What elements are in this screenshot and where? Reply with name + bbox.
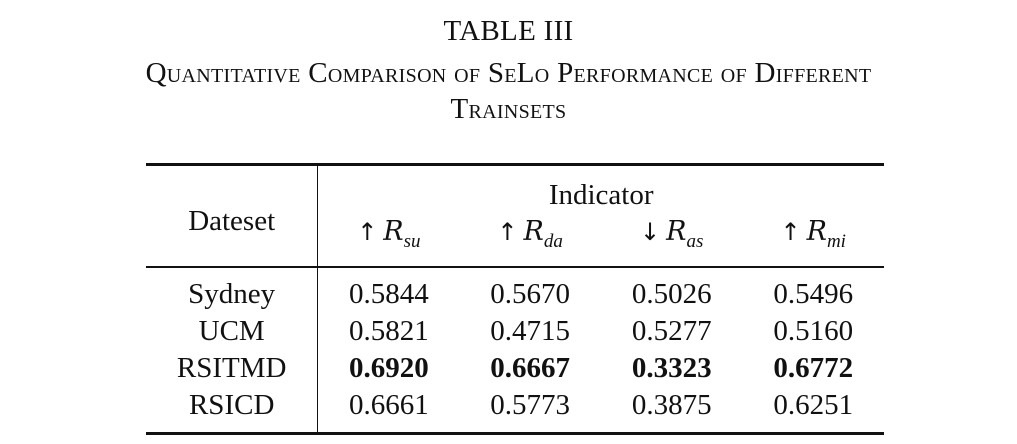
metric-subscript: as [686, 231, 704, 252]
value-cell-best: 0.6920 [349, 352, 429, 384]
value-cell: 0.5277 [631, 315, 712, 347]
up-arrow-icon: ↑ [357, 218, 378, 246]
value-cell: 0.5821 [349, 315, 429, 347]
dataset-name: RSICD [146, 387, 319, 434]
table-caption-line1: Quantitative Comparison of SeLo Performa… [145, 57, 872, 89]
value-cell: 0.5160 [773, 315, 854, 347]
table-caption-line2: Trainsets [450, 93, 567, 125]
metric-header: ↓ Ras [601, 212, 743, 267]
metric-header: ↑ Rsu [318, 212, 460, 267]
table-row: UCM 0.5821 0.4715 0.5277 0.5160 [146, 313, 884, 350]
table-row: RSICD 0.6661 0.5773 0.3875 0.6251 [146, 387, 884, 434]
metric-subscript: su [403, 231, 421, 252]
table-row: Sydney 0.5844 0.5670 0.5026 0.5496 [146, 268, 884, 313]
dataset-column-header: Dateset [146, 164, 319, 267]
down-arrow-icon: ↓ [640, 218, 661, 246]
value-cell-best: 0.3323 [631, 352, 712, 384]
metric-header: ↑ Rmi [742, 212, 884, 267]
metric-symbol: R [666, 216, 687, 247]
metric-symbol: R [523, 216, 544, 247]
value-cell: 0.5773 [490, 389, 571, 421]
header-row-indicator: Dateset Indicator [146, 164, 884, 267]
up-arrow-icon: ↑ [780, 218, 801, 246]
dataset-name: RSITMD [146, 350, 319, 387]
value-cell: 0.5026 [631, 278, 712, 310]
results-table-container: Dateset Indicator ↑ Rsu ↑ Rda ↓ Ras ↑ Rmi Sy… [146, 163, 884, 435]
table-row-best: RSITMD 0.6920 0.6667 0.3323 0.6772 [146, 350, 884, 387]
value-cell-best: 0.6772 [773, 352, 854, 384]
value-cell: 0.6661 [349, 389, 429, 421]
results-table: Dateset Indicator ↑ Rsu ↑ Rda ↓ Ras ↑ Rmi Sy… [146, 163, 884, 435]
table-label: TABLE III [443, 15, 574, 47]
up-arrow-icon: ↑ [497, 218, 518, 246]
header-row-metrics: ↑ Rsu ↑ Rda ↓ Ras ↑ Rmi [146, 212, 884, 267]
metric-subscript: da [543, 231, 563, 252]
value-cell: 0.3875 [631, 389, 712, 421]
indicator-header: Indicator [548, 179, 654, 211]
metric-symbol: R [383, 216, 404, 247]
value-cell: 0.6251 [773, 389, 854, 421]
metric-symbol: R [806, 216, 827, 247]
value-cell: 0.5844 [349, 278, 429, 310]
metric-subscript: mi [826, 231, 846, 252]
value-cell: 0.5670 [490, 278, 571, 310]
value-cell: 0.4715 [490, 315, 571, 347]
dataset-name: Sydney [146, 268, 319, 313]
value-cell-best: 0.6667 [490, 352, 571, 384]
metric-header: ↑ Rda [459, 212, 601, 267]
value-cell: 0.5496 [773, 278, 854, 310]
dataset-name: UCM [146, 313, 319, 350]
